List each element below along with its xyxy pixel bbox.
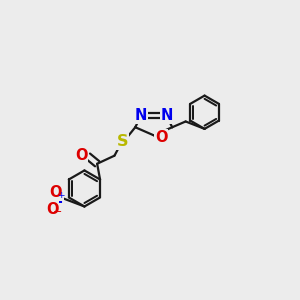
Text: N: N bbox=[160, 108, 172, 123]
Text: O: O bbox=[75, 148, 88, 163]
Text: O: O bbox=[49, 185, 62, 200]
Text: −: − bbox=[52, 208, 62, 218]
Text: N: N bbox=[135, 108, 147, 123]
Text: +: + bbox=[57, 191, 64, 200]
Text: S: S bbox=[117, 134, 128, 149]
Text: N: N bbox=[51, 191, 63, 206]
Text: O: O bbox=[46, 202, 58, 217]
Text: O: O bbox=[155, 130, 167, 145]
